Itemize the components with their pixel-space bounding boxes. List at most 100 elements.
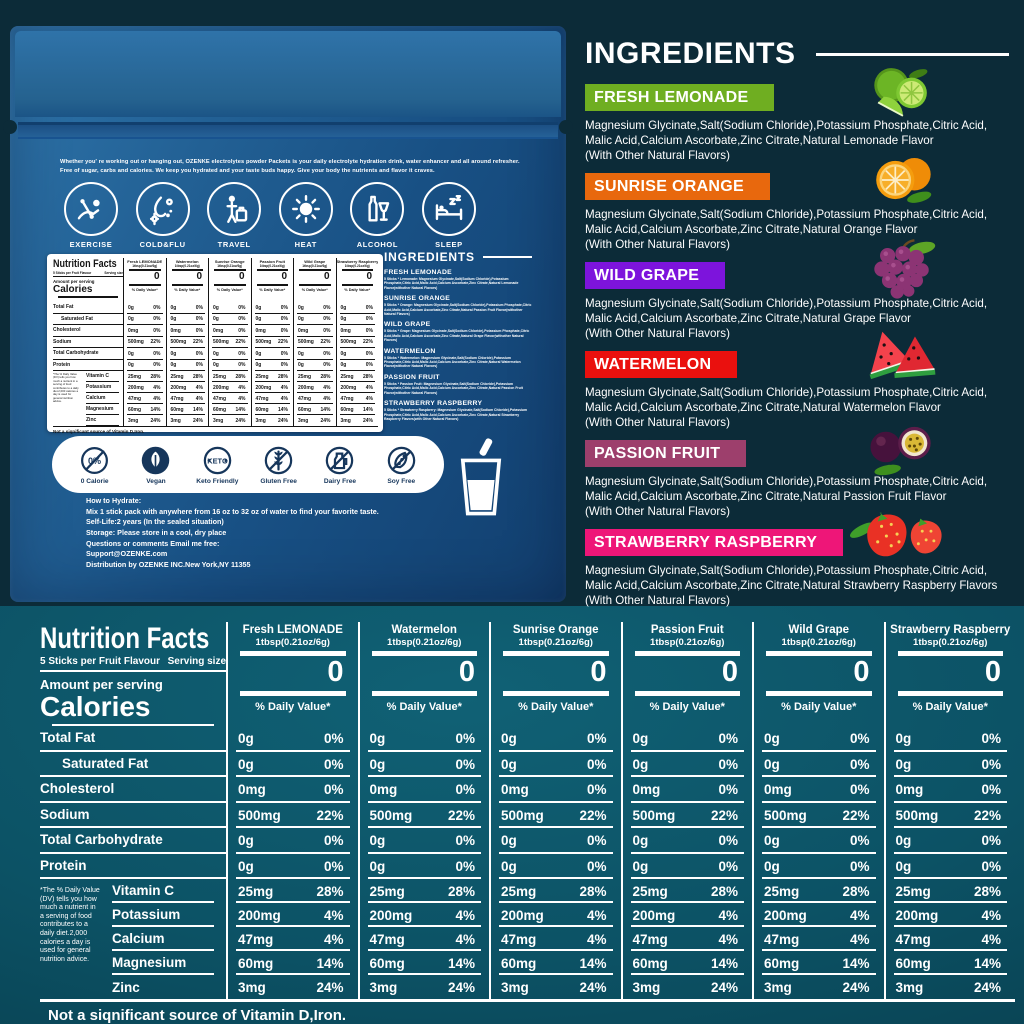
pouch-ingredients-panel: INGREDIENTS FRESH LEMONADE 5 Sticks * Lem… [384,250,532,421]
vitamin-values: 200mg 4% [209,382,251,393]
vitamin-amount: 60mg [632,955,668,971]
pouch-ingredient-text: 5 Sticks * Orange: Magnesium Glycinate,S… [384,303,532,317]
nutrient-amount: 0g [128,316,134,323]
pouch-ingredient-flavor-name: FRESH LEMONADE [384,269,453,276]
benefit-item: COLD&FLU [130,182,196,249]
diet-badge: Vegan [128,444,184,485]
vitamin-daily-value: 4% [238,395,246,402]
vitamin-amount: 25mg [255,373,269,380]
vitamin-values: 60mg 14% [167,404,209,415]
nutrient-amount: 0g [170,350,177,357]
nutrient-daily-value: 0% [981,858,1001,874]
nutrient-amount: 0mg [340,327,351,334]
pouch-ingredient-text: 5 Sticks * Strawberry Raspberry: Magnesi… [384,408,528,421]
vitamin-amount: 3mg [895,979,924,995]
flavor-column-serving: 1tbsp(0.21oz/6g) [255,637,330,648]
vitamin-daily-value: 28% [320,373,331,380]
benefit-label: EXERCISE [69,240,113,249]
vitamin-amount: 3mg [501,979,529,995]
nutrient-amount: 0g [632,731,649,747]
nutrient-values: 0g 0% [360,752,490,778]
vitamin-daily-value: 24% [842,979,870,995]
nutrient-daily-value: 0% [323,350,331,357]
vitamin-daily-value: 4% [195,395,203,402]
vitamin-values: 25mg 28% [209,371,251,382]
nutrient-values: 0g 0% [228,828,358,854]
ingredient-line: Magnesium Glycinate,Salt(Sodium Chloride… [585,208,988,221]
pouch-ingredient-section: SUNRISE ORANGE 5 Sticks * Orange: Magnesi… [384,295,532,316]
flavor-column-header: Watermelon 1tbsp(0.21oz/6g) 0 % Daily Value… [360,622,490,726]
flavor-column-header: Sunrise Orange 1tbsp(0.21oz/6g) 0 % Daily V… [209,258,251,302]
vitamin-daily-value: 4% [718,931,738,947]
nutrient-values: 500mg 22% [252,337,294,349]
nutrient-daily-value: 0% [195,350,203,357]
flavor-column-header: Wild Grape 1tbsp(0.21oz/6g) 0 % Daily Value… [294,258,336,302]
flavor-column-name: Watermelon [391,624,457,636]
vitamin-amount: 3mg [255,417,266,424]
vitamin-daily-value: 28% [316,883,344,899]
vitamin-daily-value: 14% [277,406,288,413]
pouch-ingredient-section: WILD GRAPE 5 Sticks * Grape: Magnesium Gl… [384,321,532,342]
vitamin-label: Magnesium [112,951,214,975]
flavor-banner: WILD GRAPE [585,262,726,289]
vitamin-daily-value: 4% [195,384,203,391]
vitamin-values: 200mg 4% [886,903,1016,927]
nutrient-label: Protein [53,360,123,371]
vitamin-values: 60mg 14% [623,951,753,975]
flavor-column-name: Watermelon [175,259,199,264]
nutrient-values: 0g 0% [228,752,358,778]
rule-bar [371,691,477,696]
table-end-line [53,426,378,427]
vitamin-daily-value: 14% [579,955,607,971]
nutrient-daily-value: 22% [192,339,203,346]
nutrient-amount: 500mg [632,807,676,823]
flavor-column-serving: 1tbsp(0.21oz/6g) [650,637,725,648]
vitamin-values: 60mg 14% [337,404,379,415]
nutrient-values: 500mg 22% [124,337,166,349]
vitamin-amount: 3mg [170,417,181,424]
benefit-label: TRAVEL [217,240,251,249]
vitamin-amount: 47mg [298,395,312,402]
vitamin-values: 47mg 4% [337,393,379,404]
nutrient-amount: 500mg [340,339,357,346]
nutrient-amount: 500mg [764,807,807,823]
nutrient-values: 0g 0% [337,360,379,372]
vitamin-values: 3mg 24% [886,975,1016,999]
nutrient-amount: 0g [298,316,304,323]
vitamin-daily-value: 4% [455,907,475,923]
ingredient-line: (With Other Natural Flavors) [585,238,730,251]
daily-value-label: % Daily Value* [216,288,243,292]
vitamin-values: 200mg 4% [124,382,166,393]
hydrate-line: Questions or comments Email me free: [86,538,220,548]
nutrient-daily-value: 0% [323,327,331,334]
pouch-ingredient-text: 5 Sticks * Passion Fruit: Magnesium Glyc… [384,381,523,395]
vitamin-values: 200mg 4% [294,382,336,393]
vitamin-daily-value: 4% [849,907,870,923]
nutrient-daily-value: 22% [362,339,373,346]
vitamin-daily-value: 4% [153,395,161,402]
pouch-tear-notch-right [559,120,573,134]
nutrient-amount: 0g [369,833,386,849]
nutrient-values: 0g 0% [252,302,294,314]
vitamin-label: Zinc [86,415,119,426]
calories-label: Calories [53,284,93,295]
nutrient-daily-value: 0% [455,858,475,874]
nutrient-daily-value: 22% [710,807,738,823]
diet-badge: Dairy Free [312,444,368,485]
flavor-column-name: Passion Fruit [650,624,724,636]
rule-bar [240,691,346,696]
vitamin-values: 3mg 24% [337,415,379,426]
vitamin-label: Vitamin C [86,371,119,382]
nutrient-daily-value: 0% [586,731,607,747]
vitamin-label: Vitamin C [112,879,214,903]
pouch-ingredient-text: 5 Sticks * Watermelon: Magnesium Glycina… [384,355,521,369]
nutrient-daily-value: 22% [235,339,246,346]
vitamin-amount: 200mg [298,384,314,391]
nutrient-values: 0mg 0% [252,325,294,337]
vitamin-daily-value: 24% [447,979,475,995]
serving-note: 5 Sticks per Fruit Flavour [40,656,161,667]
glass-of-water-icon [453,438,509,520]
vitamin-amount: 200mg [255,384,272,391]
vitamin-amount: 200mg [340,384,357,391]
vitamin-amount: 60mg [764,955,800,971]
